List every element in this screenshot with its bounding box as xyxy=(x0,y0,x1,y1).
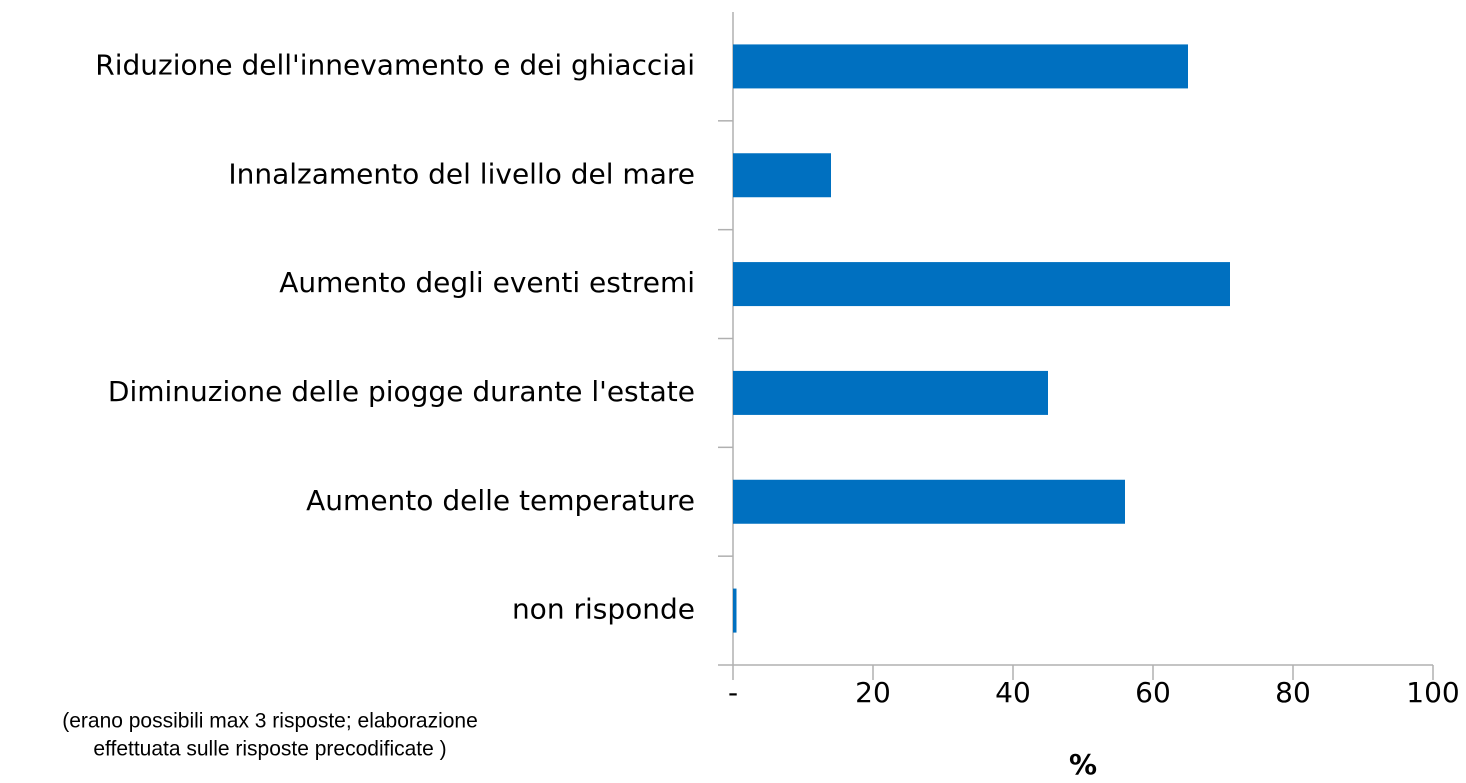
x-tick-label: 60 xyxy=(1135,676,1171,709)
bar xyxy=(733,153,831,198)
category-label: Diminuzione delle piogge durante l'estat… xyxy=(108,375,695,408)
bar xyxy=(733,370,1048,415)
x-axis-label: % xyxy=(1069,748,1097,781)
footnote: effettuata sulle risposte precodificate … xyxy=(93,738,446,761)
x-tick-label: 40 xyxy=(995,676,1031,709)
bar xyxy=(733,262,1230,307)
x-tick-label: 20 xyxy=(855,676,891,709)
category-label: non risponde xyxy=(512,593,695,626)
footnote: (erano possibili max 3 risposte; elabora… xyxy=(62,710,478,733)
x-tick-label: 80 xyxy=(1275,676,1311,709)
bar xyxy=(733,44,1188,89)
category-label: Aumento delle temperature xyxy=(306,484,695,517)
category-label: Aumento degli eventi estremi xyxy=(279,266,695,299)
bar xyxy=(733,588,737,633)
x-tick-label: - xyxy=(728,676,738,709)
x-tick-label: 100 xyxy=(1406,676,1459,709)
bar xyxy=(733,479,1125,524)
category-label: Innalzamento del livello del mare xyxy=(228,157,695,190)
category-label: Riduzione dell'innevamento e dei ghiacci… xyxy=(95,48,695,81)
